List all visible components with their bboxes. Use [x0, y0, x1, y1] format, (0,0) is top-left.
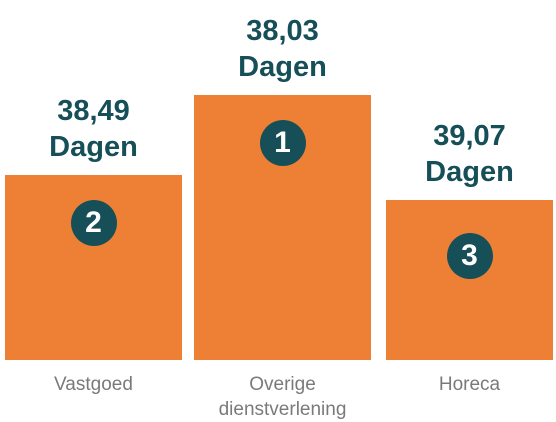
- value-label: 38,49 Dagen: [49, 95, 138, 163]
- bar: [386, 200, 553, 360]
- value-label: 38,03 Dagen: [238, 15, 327, 83]
- value-label: 39,07 Dagen: [425, 120, 514, 188]
- rank-badge: 1: [259, 120, 306, 166]
- category-label: Vastgoed: [54, 374, 133, 395]
- category-label: Overige dienstverlening: [218, 374, 347, 420]
- rank-badge: 3: [446, 233, 493, 279]
- rank-badge: 2: [70, 200, 117, 246]
- category-label: Horeca: [438, 374, 501, 395]
